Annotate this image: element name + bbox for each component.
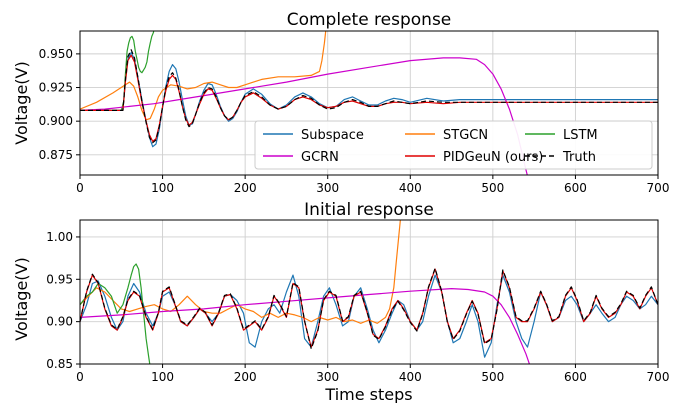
legend-label-truth: Truth	[562, 150, 596, 165]
legend-label-pidgeun-ours: PIDGeuN (ours)	[443, 150, 543, 165]
x-tick-label: 300	[316, 370, 339, 384]
x-tick-label: 100	[151, 181, 174, 195]
y-tick-label: 0.925	[39, 81, 73, 95]
y-tick-label: 0.875	[39, 148, 73, 162]
x-tick-label: 500	[481, 181, 504, 195]
x-tick-label: 200	[234, 370, 257, 384]
series-line-lstm	[80, 31, 155, 111]
series-lines	[80, 220, 658, 364]
x-tick-label: 700	[647, 181, 670, 195]
plot-frame	[79, 219, 659, 365]
x-tick-label: 500	[481, 370, 504, 384]
x-axis-label: Time steps	[324, 385, 412, 403]
y-axis-label: Voltage(V)	[12, 257, 31, 340]
y-tick-label: 0.95	[46, 272, 73, 286]
y-tick-label: 0.90	[46, 315, 73, 329]
plot-frame	[79, 30, 659, 176]
y-tick-label: 0.950	[39, 47, 73, 61]
x-tick-label: 400	[399, 181, 422, 195]
x-tick-label: 0	[76, 181, 84, 195]
x-tick-label: 300	[316, 181, 339, 195]
series-line-subspace	[80, 51, 658, 148]
grid	[79, 220, 659, 365]
series-line-lstm	[80, 263, 151, 364]
legend-label-gcrn: GCRN	[301, 150, 339, 165]
legend: Subspace STGCN LSTM GCRN PIDGeuN (ours) Truth	[254, 120, 653, 170]
series-line-stgcn	[80, 31, 327, 121]
series-line-truth	[80, 267, 658, 350]
series-line-stgcn	[80, 220, 401, 324]
x-tick-label: 600	[564, 181, 587, 195]
legend-label-stgcn: STGCN	[443, 128, 488, 143]
series-line-pidgeun-ours	[80, 268, 658, 348]
x-tick-label: 600	[564, 370, 587, 384]
legend-label-lstm: LSTM	[563, 128, 598, 143]
legend-box	[254, 120, 653, 170]
chart-title: Initial response	[304, 200, 434, 220]
initial-response-chart: Initial response Voltage(V) 0 100 200 300 40…	[12, 200, 669, 403]
y-axis-label: Voltage(V)	[12, 61, 31, 144]
y-tick-label: 1.00	[46, 230, 73, 244]
chart-title: Complete response	[287, 10, 452, 30]
series-line-gcrn	[80, 288, 531, 364]
x-tick-label: 700	[647, 370, 670, 384]
y-tick-label: 0.900	[39, 114, 73, 128]
complete-response-chart: Complete response Voltage(V) 0 100 200 300 4…	[12, 10, 669, 195]
y-tick-label: 0.85	[46, 357, 73, 371]
x-tick-label: 0	[76, 370, 84, 384]
x-tick-label: 200	[234, 181, 257, 195]
ticks: 0 100 200 300 400 500 600 700 0.875 0.900 0.925 0.9…	[39, 47, 670, 195]
series-line-truth	[80, 49, 658, 144]
ticks: 0 100 200 300 400 500 600 700 0.85 0.90 0.95 1.00	[46, 230, 669, 384]
legend-label-subspace: Subspace	[301, 128, 364, 143]
series-lines	[80, 31, 658, 175]
x-tick-label: 100	[151, 370, 174, 384]
x-tick-label: 400	[399, 370, 422, 384]
